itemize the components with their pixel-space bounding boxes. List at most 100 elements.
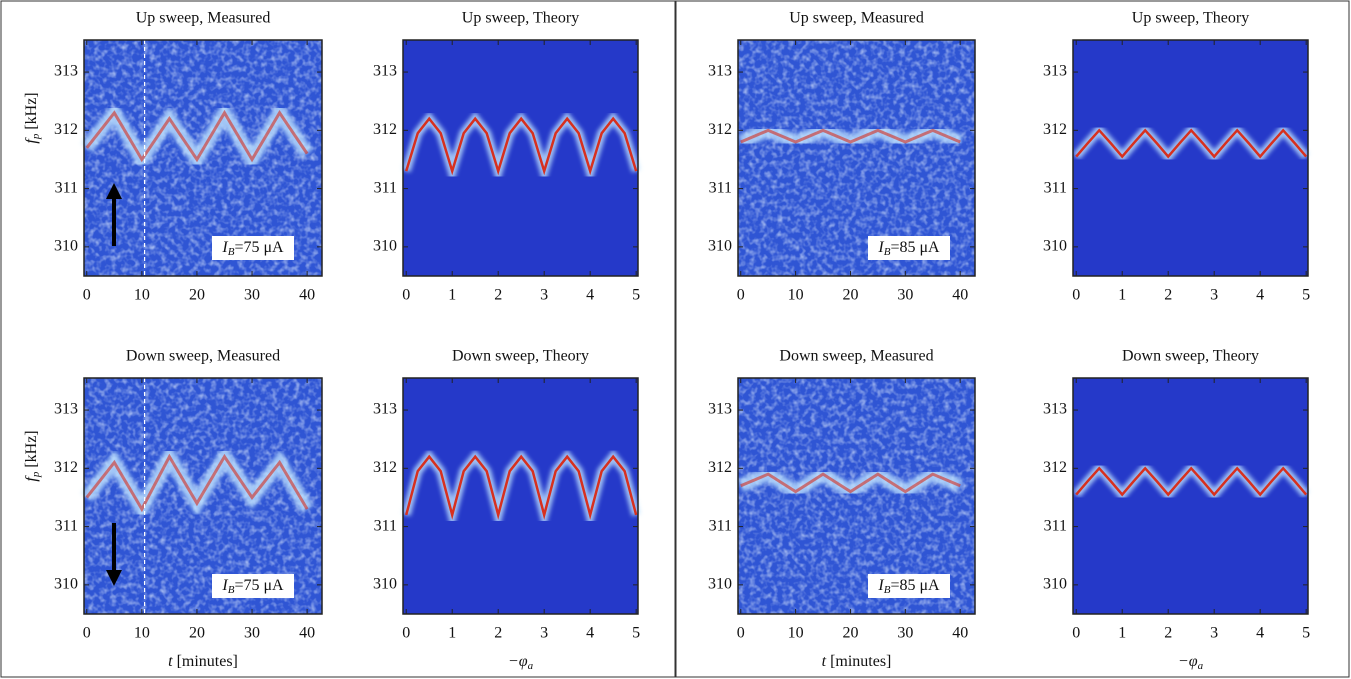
x-tick-label: 20 xyxy=(842,287,858,304)
heatmap-background xyxy=(403,40,638,276)
x-tick-label: 30 xyxy=(897,287,913,304)
y-tick-label: 310 xyxy=(54,576,78,593)
x-tick-label: 20 xyxy=(189,287,205,304)
y-tick-label: 313 xyxy=(708,401,732,418)
y-tick-label: 313 xyxy=(373,63,397,80)
y-axis-label-text: [kHz] xyxy=(23,92,40,133)
x-axis-label: −φa xyxy=(508,653,534,672)
x-tick-label: 5 xyxy=(632,287,640,304)
annotation-symbol: I xyxy=(877,239,884,256)
x-tick-label: 40 xyxy=(952,287,968,304)
x-tick-label: 40 xyxy=(952,625,968,642)
x-tick-label: 5 xyxy=(1302,625,1310,642)
ridge xyxy=(85,453,309,513)
x-tick-label: 5 xyxy=(1302,287,1310,304)
x-tick-label: 0 xyxy=(83,287,91,304)
x-tick-label: 3 xyxy=(1210,625,1218,642)
x-tick-label: 5 xyxy=(632,625,640,642)
annotation-sub: B xyxy=(884,246,891,258)
x-tick-label: 3 xyxy=(1210,287,1218,304)
annotation-text: =75 μA xyxy=(234,577,284,594)
x-tick-label: 1 xyxy=(448,625,456,642)
y-tick-label: 310 xyxy=(1043,238,1067,255)
panel-title: Up sweep, Measured xyxy=(789,10,924,27)
x-axis-label-symbol: −φ xyxy=(1178,653,1198,670)
x-tick-label: 10 xyxy=(134,287,150,304)
annotation-box xyxy=(868,236,950,260)
x-axis-label-sub: a xyxy=(528,660,534,672)
y-tick-label: 311 xyxy=(709,179,732,196)
x-tick-label: 0 xyxy=(737,625,745,642)
x-tick-label: 0 xyxy=(402,625,410,642)
y-axis-label-text: [kHz] xyxy=(23,430,40,471)
annotation: IB=85 μA xyxy=(877,577,940,596)
x-axis-label: t [minutes] xyxy=(822,653,892,670)
annotation-sub: B xyxy=(228,584,235,596)
x-tick-label: 30 xyxy=(244,625,260,642)
y-axis-label: fp [kHz] xyxy=(23,430,42,481)
x-axis-label-symbol: t xyxy=(822,653,827,670)
annotation-box xyxy=(212,574,294,598)
y-tick-label: 312 xyxy=(708,459,732,476)
panel-title: Up sweep, Theory xyxy=(462,10,579,27)
x-tick-label: 10 xyxy=(788,287,804,304)
x-tick-label: 2 xyxy=(494,287,502,304)
y-tick-label: 312 xyxy=(373,459,397,476)
ridge xyxy=(85,109,309,163)
y-tick-label: 312 xyxy=(708,121,732,138)
x-axis-label-text: [minutes] xyxy=(826,653,891,670)
y-tick-label: 311 xyxy=(55,179,78,196)
x-tick-label: 10 xyxy=(788,625,804,642)
annotation: IB=85 μA xyxy=(877,239,940,258)
heatmap-background xyxy=(1073,378,1308,614)
y-tick-label: 312 xyxy=(1043,121,1067,138)
x-tick-label: 10 xyxy=(134,625,150,642)
annotation-symbol: I xyxy=(221,239,228,256)
y-tick-label: 310 xyxy=(708,238,732,255)
annotation-symbol: I xyxy=(877,577,884,594)
annotation: IB=75 μA xyxy=(221,577,284,596)
y-axis-label-sub: p xyxy=(30,471,42,478)
x-tick-label: 0 xyxy=(1072,625,1080,642)
panel-title: Down sweep, Measured xyxy=(126,348,280,365)
heatmap-background xyxy=(403,378,638,614)
plot-frame xyxy=(737,39,976,277)
y-axis-label-symbol: f xyxy=(23,137,40,144)
x-axis-label: −φa xyxy=(1178,653,1204,672)
plot-frame xyxy=(737,377,976,615)
y-axis-label: fp [kHz] xyxy=(23,92,42,143)
y-tick-label: 313 xyxy=(1043,401,1067,418)
left-frame xyxy=(0,0,676,678)
x-axis-label-sub: a xyxy=(1198,660,1204,672)
y-tick-label: 311 xyxy=(374,179,397,196)
y-tick-label: 310 xyxy=(54,238,78,255)
y-tick-label: 313 xyxy=(54,63,78,80)
y-tick-label: 312 xyxy=(54,459,78,476)
y-tick-label: 313 xyxy=(373,401,397,418)
ridge xyxy=(740,128,961,144)
y-tick-label: 310 xyxy=(373,238,397,255)
y-tick-label: 311 xyxy=(709,517,732,534)
annotation-text: =85 μA xyxy=(890,239,940,256)
right-frame xyxy=(675,0,1350,678)
annotation-sub: B xyxy=(228,246,235,258)
x-tick-label: 2 xyxy=(1164,625,1172,642)
x-tick-label: 3 xyxy=(540,287,548,304)
plot-frame xyxy=(83,39,323,277)
x-tick-label: 20 xyxy=(189,625,205,642)
y-tick-label: 311 xyxy=(1044,179,1067,196)
annotation-box xyxy=(868,574,950,598)
x-tick-label: 4 xyxy=(1256,625,1264,642)
ridge xyxy=(1075,466,1308,497)
y-tick-label: 312 xyxy=(54,121,78,138)
x-tick-label: 4 xyxy=(586,287,594,304)
x-tick-label: 0 xyxy=(1072,287,1080,304)
x-axis-label-text: [minutes] xyxy=(173,653,238,670)
annotation-sub: B xyxy=(884,584,891,596)
plot-frame xyxy=(402,377,639,615)
x-tick-label: 0 xyxy=(83,625,91,642)
y-tick-label: 311 xyxy=(1044,517,1067,534)
x-tick-label: 1 xyxy=(1118,287,1126,304)
y-tick-label: 312 xyxy=(1043,459,1067,476)
